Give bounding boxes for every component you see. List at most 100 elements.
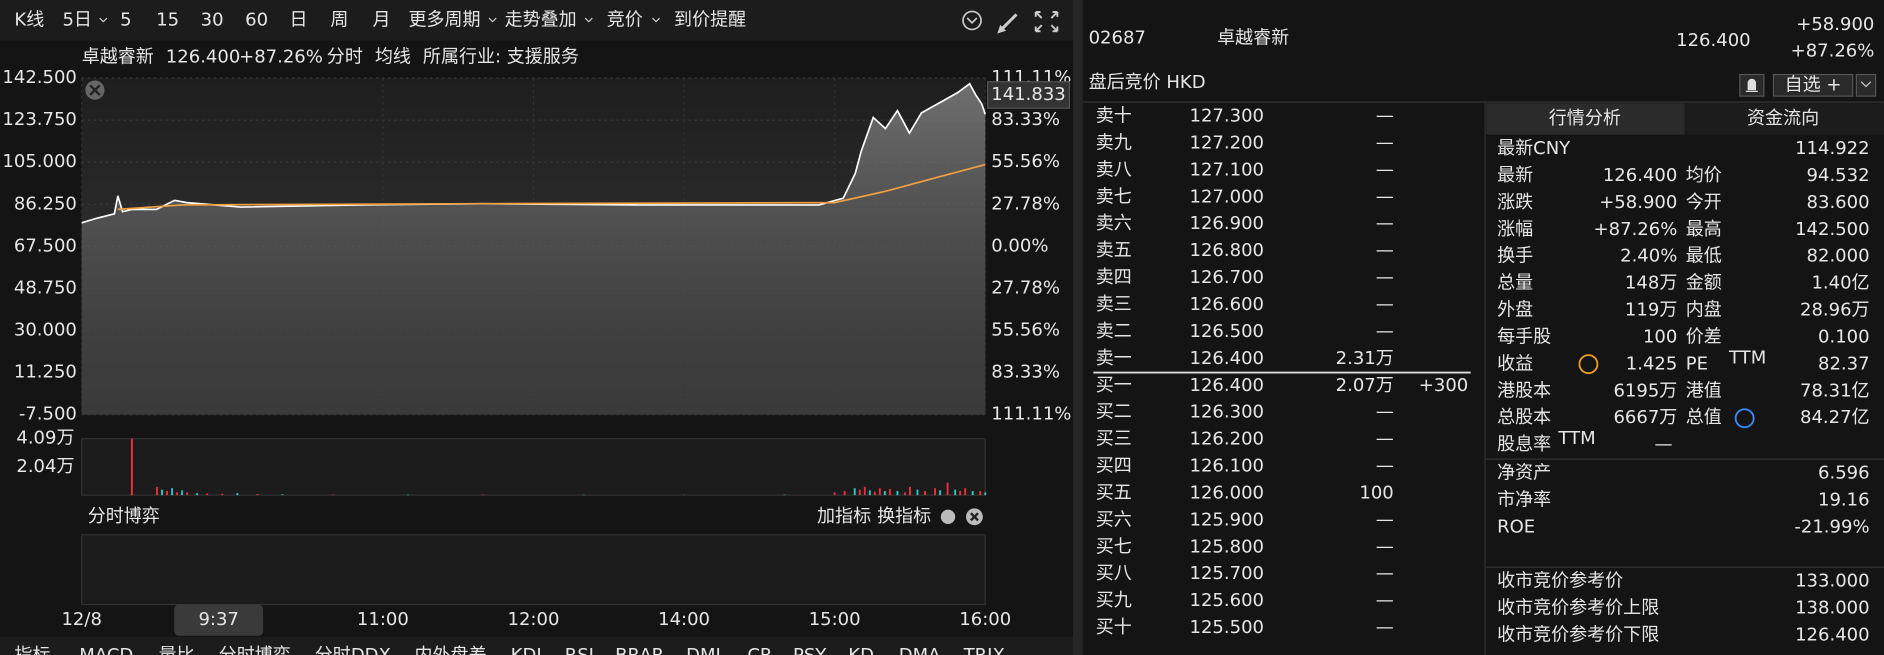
x-tick-label: 12:00 (508, 609, 560, 630)
volume-bar (256, 494, 259, 496)
auction-value: 133.000 (1795, 571, 1869, 592)
bottom-tab[interactable]: 分时博弈 (219, 645, 291, 655)
stock-name: 卓越睿新 (82, 47, 154, 68)
toolbar-item[interactable]: 更多周期 (409, 9, 481, 30)
bottom-tab[interactable]: RSI (565, 645, 594, 655)
volume-bar (130, 438, 133, 496)
toolbar-item[interactable]: 走势叠加 (505, 9, 577, 30)
stat-value: 126.400 (1603, 165, 1677, 186)
analysis-tab[interactable]: 资金流向 (1747, 108, 1819, 129)
bottom-tab[interactable]: PSY (793, 645, 827, 655)
sub-panel-button[interactable]: 加指标 (817, 506, 871, 527)
cursor-label: 9:37 (198, 609, 238, 630)
book-price: 125.500 (1190, 617, 1264, 638)
y-tick-label: -7.500 (19, 404, 77, 425)
book-label: 买七 (1096, 536, 1132, 557)
volume-bar (181, 490, 184, 496)
sub-panel-title: 分时博弈 (88, 506, 160, 527)
tab-bg (1684, 103, 1884, 135)
y-tick-label: 123.750 (2, 109, 76, 130)
book-volume: — (1376, 402, 1394, 423)
toolbar-item[interactable]: 竞价 (607, 9, 643, 30)
info-icon[interactable] (1734, 408, 1755, 429)
watch-dropdown[interactable] (1855, 73, 1877, 97)
fullscreen-icon[interactable] (1034, 11, 1059, 33)
book-price: 127.300 (1190, 106, 1264, 127)
book-price: 127.100 (1190, 159, 1264, 180)
quote-code-name: 02687 (1089, 27, 1146, 48)
bottom-tab[interactable]: 量比 (159, 645, 195, 655)
bottom-tab[interactable]: BRAR (615, 645, 664, 655)
book-price: 125.900 (1190, 509, 1264, 530)
y-tick-label: 30.000 (14, 320, 77, 341)
bottom-tab[interactable]: KD (848, 645, 874, 655)
volume-bar (186, 492, 189, 496)
volume-bar (482, 494, 485, 496)
bottom-tab[interactable]: MACD (79, 645, 133, 655)
book-label: 卖九 (1096, 132, 1132, 153)
book-label: 卖四 (1096, 267, 1132, 288)
stat-value: 6195万 (1613, 380, 1677, 401)
volume-bar (843, 491, 846, 496)
stat-value: 82.37 (1818, 353, 1870, 374)
stat-label: 换手 (1497, 246, 1533, 267)
book-volume: — (1376, 294, 1394, 315)
watch-label[interactable]: 自选 + (1785, 74, 1842, 95)
book-volume: — (1376, 536, 1394, 557)
y-tick-label: 11.250 (14, 362, 77, 383)
dropdown-chevron (488, 17, 497, 23)
y-tick-label: 105.000 (2, 151, 76, 172)
book-price: 126.300 (1190, 402, 1264, 423)
y-tick-label: 142.500 (2, 67, 76, 88)
toolbar-item[interactable]: 周 (330, 9, 348, 30)
volume-bar (858, 489, 861, 496)
toolbar-item[interactable]: 5 (120, 9, 131, 30)
watch-button[interactable] (1772, 73, 1854, 97)
toolbar-item[interactable]: 日 (290, 9, 308, 30)
stat-value: 114.922 (1795, 138, 1869, 159)
settings-icon[interactable] (940, 509, 956, 524)
x-tick-label: 15:00 (809, 609, 861, 630)
toolbar-item[interactable]: 60 (245, 9, 268, 30)
quote-change: +58.900 (1796, 14, 1874, 35)
dropdown-chevron (584, 17, 593, 23)
bottom-tab[interactable]: 内外盘差 (415, 645, 487, 655)
book-volume: — (1376, 456, 1394, 477)
stat-label: 最低 (1686, 246, 1722, 267)
stat-label: 总值 (1686, 407, 1722, 428)
toolbar-item[interactable]: 到价提醒 (674, 9, 746, 30)
stat-label: 每手股 (1497, 326, 1551, 347)
stat-label: 港值 (1686, 380, 1722, 401)
menu-icon[interactable] (962, 10, 982, 31)
toolbar-item[interactable]: 30 (201, 9, 224, 30)
book-label: 卖一 (1096, 348, 1132, 369)
splitter[interactable] (1072, 0, 1083, 655)
bottom-tab[interactable]: DMA (899, 645, 941, 655)
x-tick-label: 12/8 (61, 609, 101, 630)
analysis-tab[interactable]: 行情分析 (1549, 108, 1621, 129)
draw-icon[interactable] (997, 13, 1018, 34)
toolbar-item[interactable]: 5日 (62, 9, 91, 30)
volume-bar (281, 494, 284, 496)
price-area (81, 83, 986, 415)
book-label: 卖八 (1096, 159, 1132, 180)
book-price: 125.600 (1190, 590, 1264, 611)
bottom-tab[interactable]: DMI (686, 645, 721, 655)
book-price: 126.500 (1190, 321, 1264, 342)
bottom-tab[interactable]: 分时DDX (315, 645, 391, 655)
book-price: 126.400 (1190, 375, 1264, 396)
stat-value: 94.532 (1807, 165, 1870, 186)
sub-panel-bg (81, 534, 986, 606)
sub-panel-button[interactable]: 换指标 (877, 506, 931, 527)
bottom-tab[interactable]: TRIX (963, 645, 1005, 655)
bottom-tab[interactable]: 指标 (14, 645, 50, 655)
stat-value: 28.96万 (1800, 300, 1870, 321)
watch-chevron (1860, 81, 1872, 88)
bottom-tab[interactable]: CR (747, 645, 772, 655)
toolbar-item[interactable]: 15 (156, 9, 179, 30)
volume-bar (883, 491, 886, 496)
toolbar-item[interactable]: 月 (372, 9, 390, 30)
bottom-tab[interactable]: KDJ (511, 645, 542, 655)
toolbar-item[interactable]: K线 (14, 9, 44, 30)
help-icon[interactable] (1578, 354, 1599, 375)
